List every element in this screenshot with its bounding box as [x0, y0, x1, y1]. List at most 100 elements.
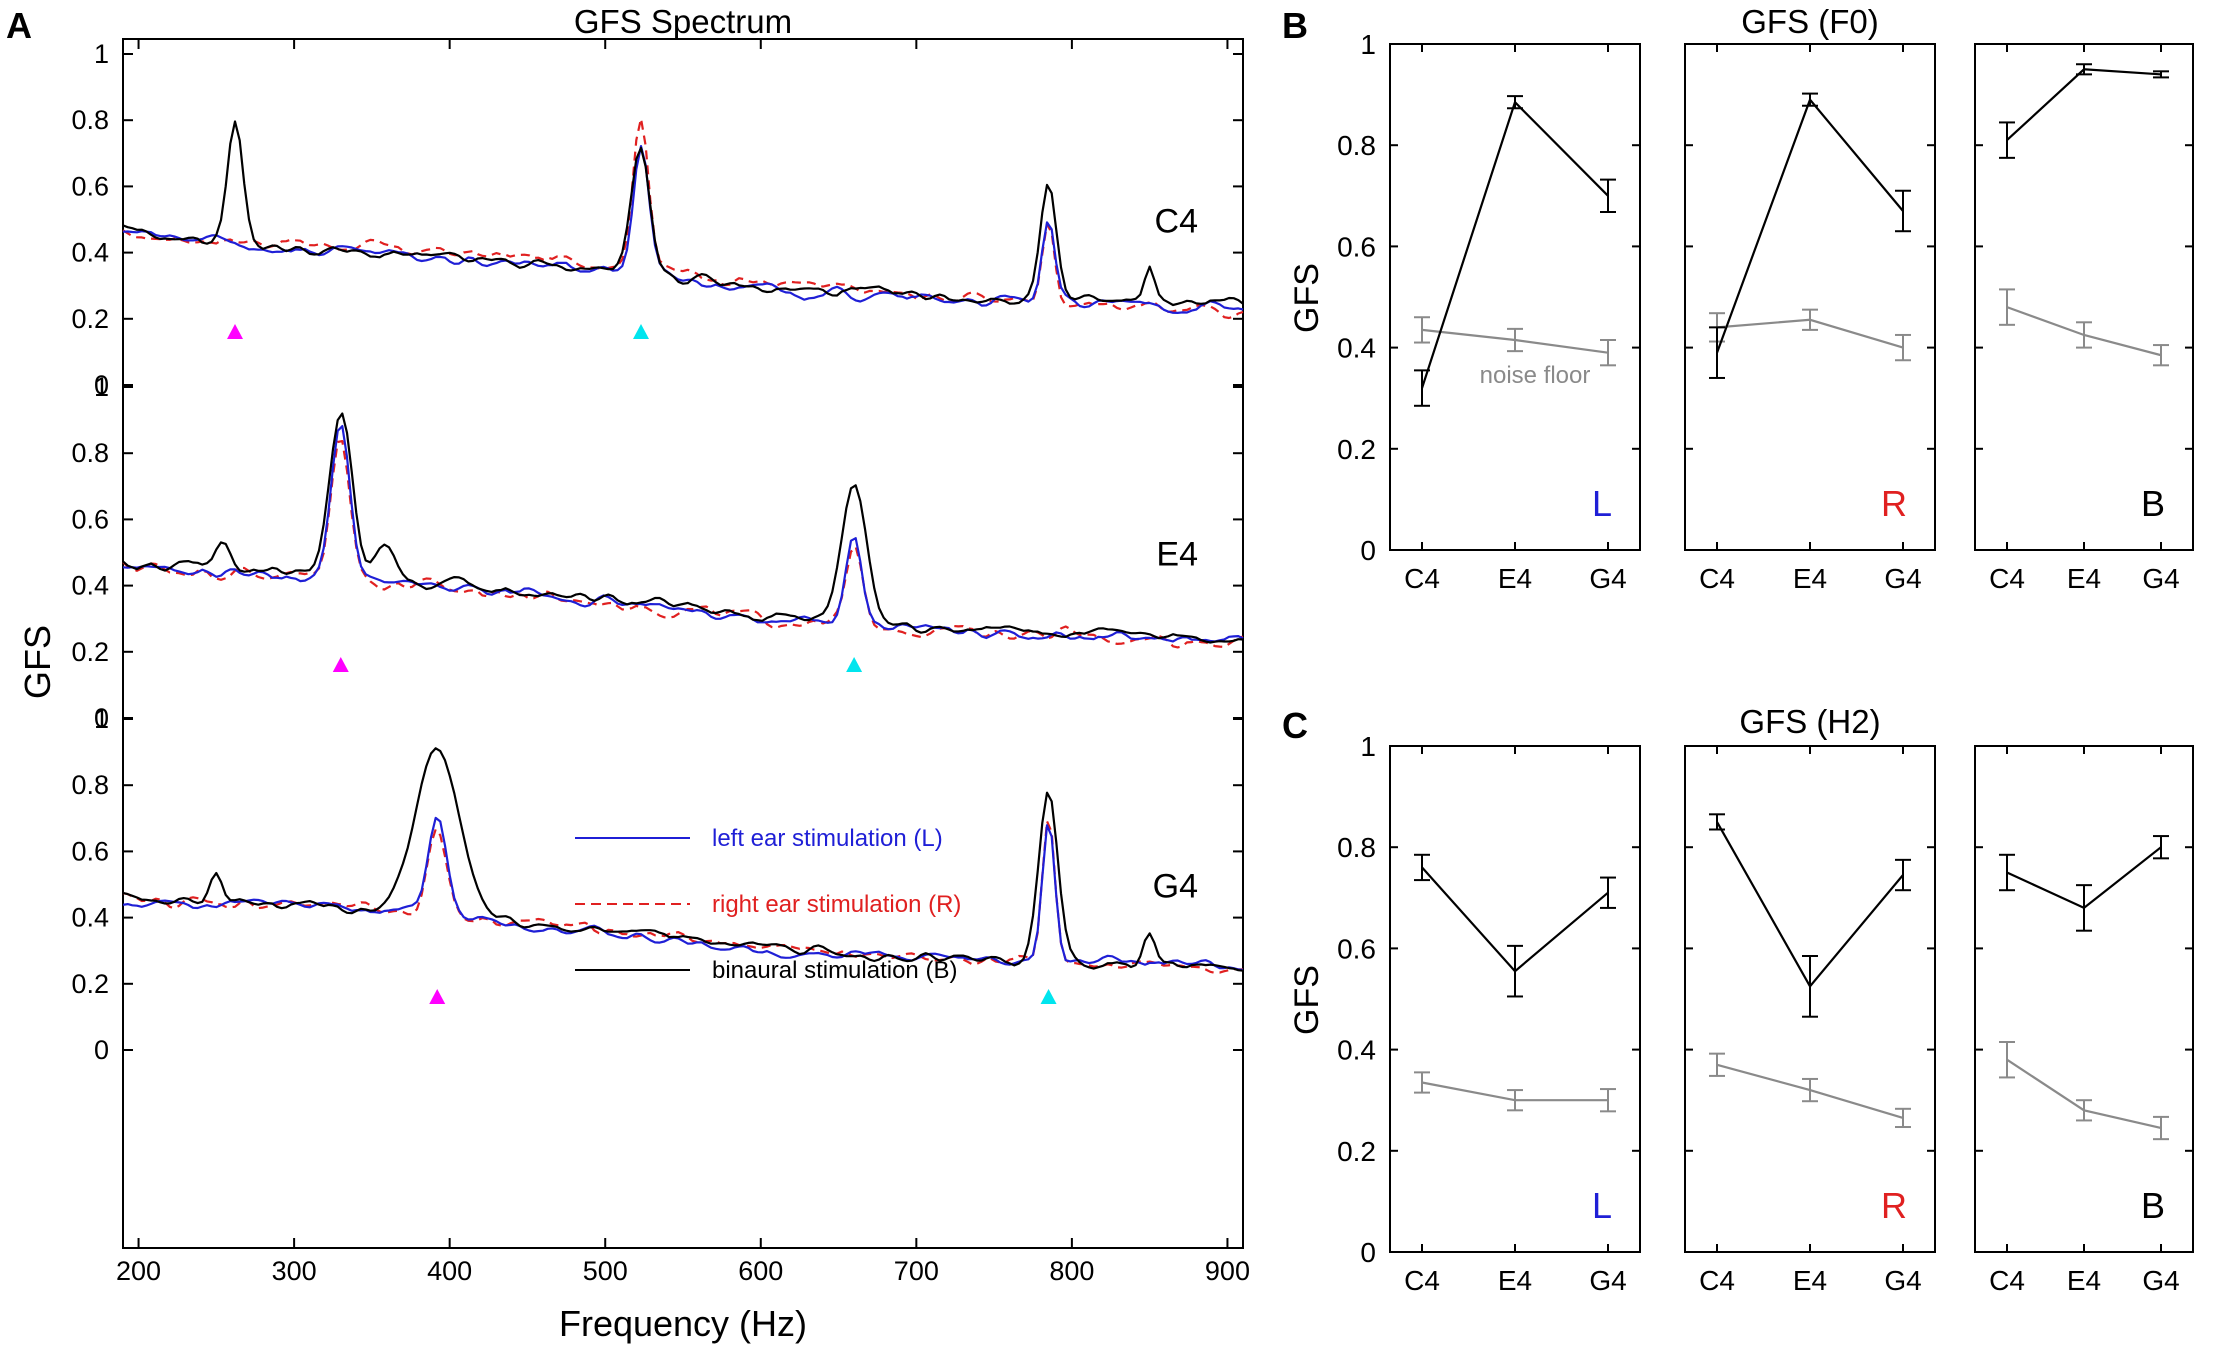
y-tick-label: 1: [1360, 731, 1376, 762]
x-tick-label: C4: [1699, 1265, 1735, 1296]
x-tick-label: C4: [1404, 1265, 1440, 1296]
y-tick-label: 0.6: [71, 504, 109, 534]
y-tick-label: 0.2: [71, 637, 109, 667]
y-tick-label: 0.8: [1337, 832, 1376, 863]
y-tick-label: 1: [1360, 29, 1376, 60]
h2-marker: [846, 657, 863, 673]
row-note-label: C4: [1155, 203, 1198, 241]
f0-marker: [227, 324, 243, 340]
x-tick-label: 900: [1205, 1256, 1250, 1286]
subpanel-label: L: [1592, 1185, 1612, 1226]
y-tick-label: 1: [94, 39, 109, 69]
x-tick-label: C4: [1404, 563, 1440, 594]
subpanel-frame: [1974, 745, 2194, 1253]
y-tick-label: 0: [94, 703, 109, 733]
series-line-right: [122, 820, 1244, 974]
f0-marker: [429, 989, 446, 1005]
y-tick-label: 0.2: [1337, 434, 1376, 465]
gfs-h2-title: GFS (H2): [1739, 703, 1880, 740]
y-tick-label: 0: [1360, 1237, 1376, 1268]
series-line-left: [122, 816, 1244, 972]
series-line-left: [122, 425, 1244, 643]
y-tick-label: 0: [94, 370, 109, 400]
y-tick-label: 1: [94, 372, 109, 402]
subpanel-label: L: [1592, 483, 1612, 524]
x-tick-label: C4: [1989, 1265, 2025, 1296]
subpanel-frame: [1684, 43, 1936, 551]
signal-line: [2006, 68, 2162, 141]
spectrum-ylabel: GFS: [17, 625, 58, 699]
x-tick-label: C4: [1989, 563, 2025, 594]
y-tick-label: 0.4: [1337, 1035, 1376, 1066]
x-tick-label: E4: [1498, 1265, 1532, 1296]
x-tick-label: G4: [1884, 563, 1921, 594]
spectrum-xlabel: Frequency (Hz): [559, 1303, 807, 1344]
x-tick-label: E4: [1498, 563, 1532, 594]
series-line-left: [122, 145, 1244, 314]
gfs-f0-title: GFS (F0): [1741, 3, 1879, 40]
spectrum-legend: left ear stimulation (L) right ear stimu…: [575, 825, 961, 984]
series-line-binaural: [122, 120, 1244, 307]
row-note-label: G4: [1153, 868, 1198, 906]
y-tick-label: 0.4: [1337, 333, 1376, 364]
spectrum-title: GFS Spectrum: [574, 3, 792, 40]
x-tick-label: 600: [738, 1256, 783, 1286]
panel-a-letter: A: [6, 5, 32, 46]
y-tick-label: 1: [94, 704, 109, 734]
y-tick-label: 0: [94, 1035, 109, 1065]
panel-c-letter: C: [1282, 705, 1308, 746]
y-tick-label: 0.4: [71, 903, 109, 933]
y-tick-label: 0.2: [71, 969, 109, 999]
subpanel-frame: [1389, 43, 1641, 551]
series-line-binaural: [122, 412, 1244, 644]
noise-floor-annotation: noise floor: [1480, 362, 1591, 389]
series-line-right: [122, 117, 1244, 320]
y-tick-label: 0.2: [71, 304, 109, 334]
subpanel-frame: [1389, 745, 1641, 1253]
y-tick-label: 0.4: [71, 571, 109, 601]
x-tick-label: G4: [2142, 563, 2179, 594]
x-tick-label: 500: [583, 1256, 628, 1286]
x-tick-label: G4: [2142, 1265, 2179, 1296]
spectrum-axes-frame: [122, 38, 1244, 1249]
row-note-label: E4: [1156, 536, 1198, 574]
subpanel-label: B: [2141, 483, 2165, 524]
subpanel-label: R: [1881, 483, 1907, 524]
h2-marker: [633, 324, 649, 340]
legend-label-binaural: binaural stimulation (B): [712, 957, 957, 984]
x-tick-label: E4: [2067, 1265, 2101, 1296]
x-tick-label: G4: [1589, 563, 1626, 594]
series-line-right: [122, 440, 1244, 649]
x-tick-label: 200: [116, 1256, 161, 1286]
panel-b-letter: B: [1282, 5, 1308, 46]
x-tick-label: C4: [1699, 563, 1735, 594]
series-line-binaural: [122, 747, 1244, 972]
x-tick-label: G4: [1884, 1265, 1921, 1296]
x-tick-label: E4: [2067, 563, 2101, 594]
x-tick-label: 400: [427, 1256, 472, 1286]
legend-label-right: right ear stimulation (R): [712, 891, 961, 918]
f0-marker: [332, 657, 349, 673]
legend-label-left: left ear stimulation (L): [712, 825, 943, 852]
y-tick-label: 0.6: [1337, 231, 1376, 262]
y-tick-label: 0.8: [71, 438, 109, 468]
x-tick-label: 800: [1049, 1256, 1094, 1286]
x-tick-label: 300: [272, 1256, 317, 1286]
y-tick-label: 0.8: [71, 770, 109, 800]
y-tick-label: 0.6: [71, 171, 109, 201]
x-tick-label: G4: [1589, 1265, 1626, 1296]
subpanel-label: B: [2141, 1185, 2165, 1226]
y-tick-label: 0: [1360, 535, 1376, 566]
y-tick-label: 0.6: [71, 836, 109, 866]
y-tick-label: 0.8: [1337, 130, 1376, 161]
spectrum-plot: 200 300 400 500 600 700 800 900 0 0.2 0.4 0.6 0.8 1 C4…: [71, 38, 1250, 1286]
x-tick-label: E4: [1793, 563, 1827, 594]
y-tick-label: 0.4: [71, 238, 109, 268]
subpanel-label: R: [1881, 1185, 1907, 1226]
gfs-h2-ylabel: GFS: [1288, 965, 1326, 1035]
y-tick-label: 0.6: [1337, 933, 1376, 964]
x-tick-label: 700: [894, 1256, 939, 1286]
y-tick-label: 0.2: [1337, 1136, 1376, 1167]
